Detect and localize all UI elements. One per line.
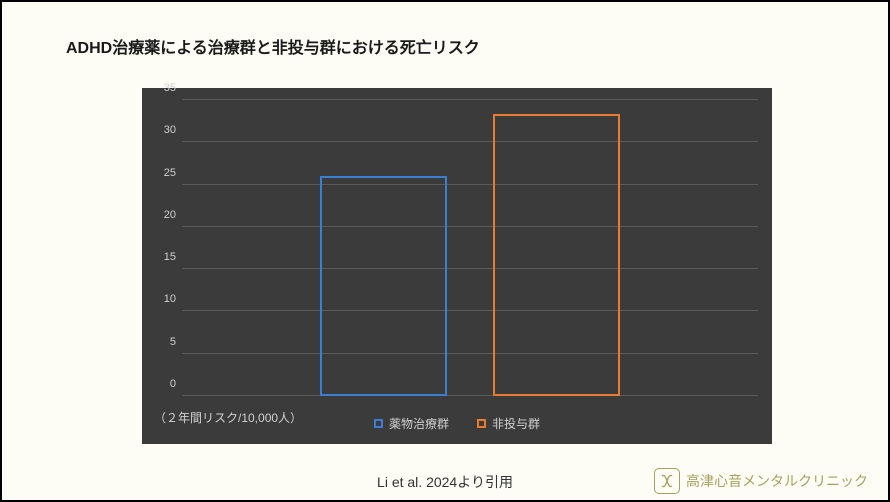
y-tick-label: 25: [146, 167, 176, 179]
bar-1: [493, 114, 620, 396]
y-axis-note: （２年間リスク/10,000人）: [154, 409, 302, 426]
clinic-name: 高津心音メンタルクリニック: [686, 471, 868, 491]
gridline: [182, 141, 758, 142]
gridline: [182, 395, 758, 396]
legend-item-1: 非投与群: [477, 415, 540, 432]
y-tick-label: 30: [146, 124, 176, 136]
clinic-credit: 高津心音メンタルクリニック: [654, 468, 868, 494]
clinic-logo-icon: [654, 468, 680, 494]
bar-0: [320, 176, 447, 396]
y-tick-label: 10: [146, 293, 176, 305]
gridline: [182, 268, 758, 269]
gridline: [182, 353, 758, 354]
legend-swatch-icon: [477, 419, 486, 428]
legend-label: 薬物治療群: [389, 415, 449, 432]
legend-item-0: 薬物治療群: [374, 415, 449, 432]
y-tick-label: 20: [146, 209, 176, 221]
y-tick-label: 35: [146, 82, 176, 94]
y-tick-label: 0: [146, 378, 176, 390]
legend-swatch-icon: [374, 419, 383, 428]
y-tick-label: 5: [146, 336, 176, 348]
chart-area: 05101520253035 薬物治療群 非投与群 （２年間リスク/10,000人…: [142, 88, 772, 444]
chart-title: ADHD治療薬による治療群と非投与群における死亡リスク: [66, 34, 480, 58]
slide-frame: ADHD治療薬による治療群と非投与群における死亡リスク 051015202530…: [0, 0, 890, 502]
gridline: [182, 99, 758, 100]
plot-region: 05101520253035: [182, 100, 758, 396]
legend-label: 非投与群: [492, 415, 540, 432]
gridline: [182, 310, 758, 311]
y-tick-label: 15: [146, 251, 176, 263]
gridline: [182, 226, 758, 227]
gridline: [182, 184, 758, 185]
